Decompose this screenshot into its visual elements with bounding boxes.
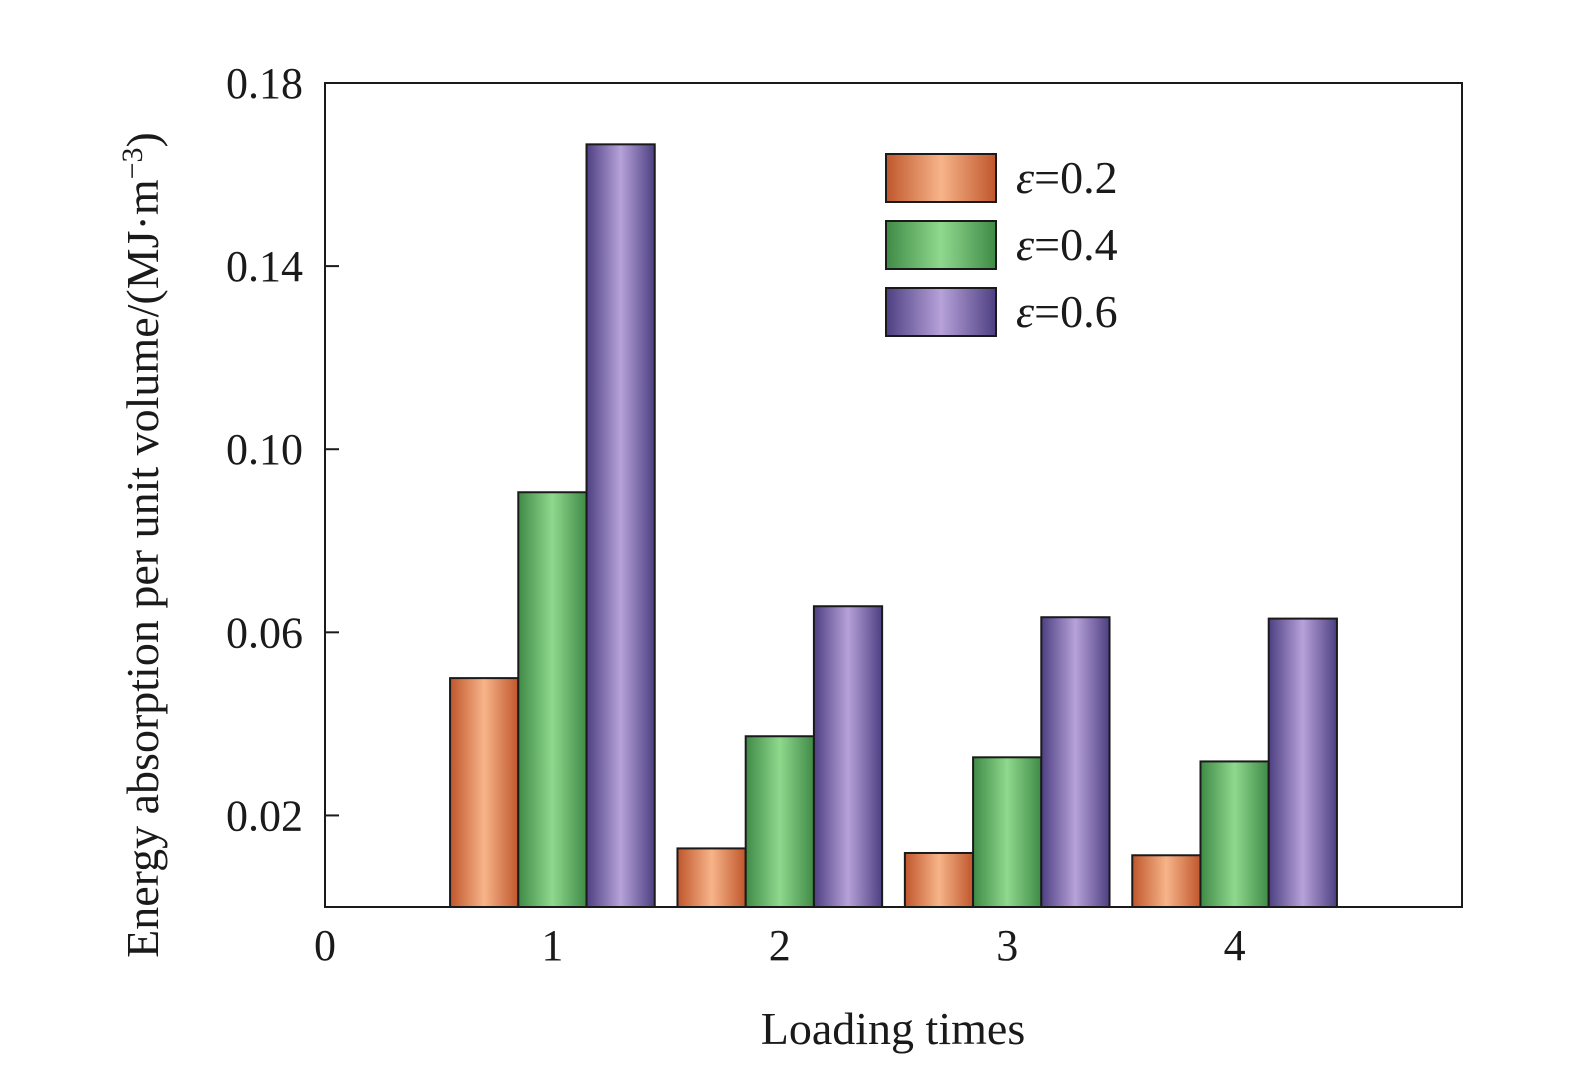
y-tick-label: 0.10 <box>226 425 303 474</box>
y-tick-label: 0.18 <box>226 59 303 108</box>
y-tick-label: 0.06 <box>226 608 303 657</box>
x-tick-label: 2 <box>769 921 791 970</box>
legend-swatch-2 <box>885 220 997 270</box>
legend-symbol: ε <box>1016 286 1035 337</box>
bar-series1-cat4 <box>1131 854 1202 909</box>
bar-series3-cat1 <box>585 143 656 908</box>
y-axis-title-close: ) <box>117 132 168 147</box>
x-axis: 0 1 2 3 4 <box>314 921 1246 970</box>
bar-series2-cat3 <box>972 756 1043 908</box>
y-axis-title-main: Energy absorption per unit volume/(MJ·m <box>117 179 168 958</box>
legend-value: =0.4 <box>1034 219 1117 270</box>
y-tick-label: 0.02 <box>226 791 303 840</box>
legend-label-2: ε=0.4 <box>1016 219 1118 270</box>
bar-series3-cat4 <box>1267 617 1338 908</box>
legend-swatch-1 <box>885 153 997 203</box>
y-axis: 0.02 0.06 0.10 0.14 0.18 <box>226 59 339 840</box>
legend-swatch-3 <box>885 287 997 337</box>
x-tick-label: 3 <box>996 921 1018 970</box>
legend-symbol: ε <box>1016 152 1035 203</box>
x-tick-label: 0 <box>314 921 336 970</box>
x-tick-label: 4 <box>1224 921 1246 970</box>
bar-series2-cat4 <box>1199 760 1270 909</box>
bars <box>449 143 1338 909</box>
legend-value: =0.2 <box>1034 152 1117 203</box>
bar-series3-cat2 <box>812 605 884 908</box>
bar-series1-cat3 <box>903 851 975 909</box>
legend-label-3: ε=0.6 <box>1016 286 1118 337</box>
legend: ε=0.2ε=0.4ε=0.6 <box>885 152 1118 337</box>
legend-label-1: ε=0.2 <box>1016 152 1118 203</box>
plot-frame <box>324 82 1463 908</box>
bar-series2-cat2 <box>744 735 815 909</box>
bar-series1-cat2 <box>676 847 747 908</box>
bar-series1-cat1 <box>449 677 520 908</box>
legend-symbol: ε <box>1016 219 1035 270</box>
bar-series3-cat3 <box>1040 616 1111 909</box>
y-tick-label: 0.14 <box>226 242 303 291</box>
legend-value: =0.6 <box>1034 286 1117 337</box>
y-axis-title-sup: −3 <box>116 147 149 179</box>
bar-series2-cat1 <box>517 491 588 908</box>
x-tick-label: 1 <box>541 921 563 970</box>
y-axis-title: Energy absorption per unit volume/(MJ·m−… <box>116 132 168 958</box>
x-axis-title: Loading times <box>761 1003 1025 1054</box>
